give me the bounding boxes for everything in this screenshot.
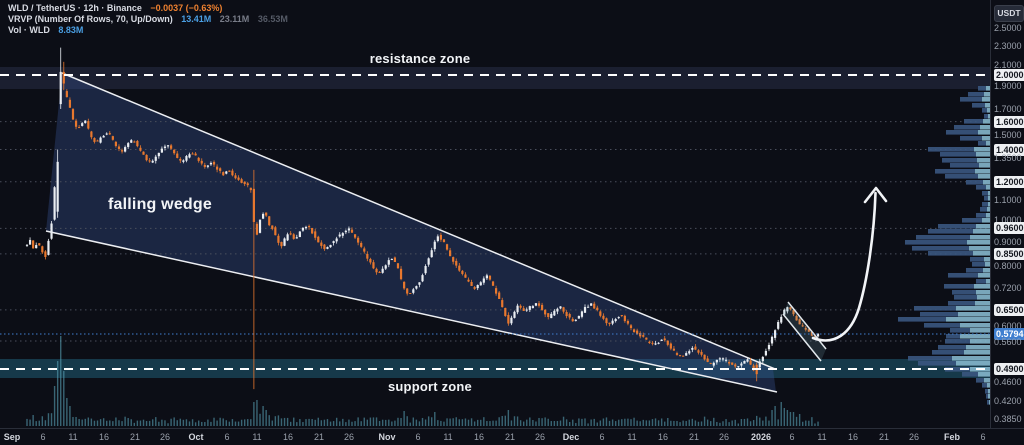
symbol-title[interactable]: WLD / TetherUS · 12h · Binance bbox=[8, 3, 142, 13]
time-axis-label: 11 bbox=[627, 432, 637, 442]
arrow-drawing[interactable] bbox=[811, 186, 888, 342]
price-axis-label: 0.8000 bbox=[994, 261, 1022, 271]
time-axis-label: 26 bbox=[534, 432, 546, 442]
price-axis-label: 1.2000 bbox=[994, 176, 1024, 188]
time-axis-label: 6 bbox=[40, 432, 46, 442]
time-axis-label: 16 bbox=[847, 432, 859, 442]
price-axis-label: 0.3850 bbox=[994, 414, 1022, 424]
time-axis-label: 26 bbox=[159, 432, 171, 442]
price-axis-label: 1.7000 bbox=[994, 104, 1022, 114]
wedge-fill bbox=[46, 73, 776, 392]
price-axis-label: 1.0000 bbox=[994, 215, 1022, 225]
time-axis-label: 16 bbox=[657, 432, 669, 442]
zone-bands bbox=[0, 67, 990, 378]
time-axis-label: 11 bbox=[817, 432, 827, 442]
time-axis-label: 6 bbox=[224, 432, 230, 442]
time-axis-label: Feb bbox=[943, 432, 961, 442]
time-axis-label: 26 bbox=[908, 432, 920, 442]
vrvp-value-3: 36.53M bbox=[257, 14, 288, 24]
vrvp-row[interactable]: VRVP (Number Of Rows, 70, Up/Down) 13.41… bbox=[8, 14, 288, 24]
currency-unit-button[interactable]: USDT bbox=[994, 5, 1024, 22]
volume-label[interactable]: Vol · WLD bbox=[8, 25, 50, 35]
price-axis-label: 2.3000 bbox=[994, 41, 1022, 51]
support-zone-label[interactable]: support zone bbox=[387, 379, 472, 394]
price-axis-label: 1.6000 bbox=[994, 116, 1024, 128]
time-axis-label: Sep bbox=[3, 432, 21, 442]
time-axis-label: 16 bbox=[473, 432, 485, 442]
time-axis-label: 6 bbox=[415, 432, 421, 442]
volume-value: 8.83M bbox=[58, 25, 84, 35]
price-axis-label: 2.5000 bbox=[994, 23, 1022, 33]
vrvp-value-1: 13.41M bbox=[181, 14, 212, 24]
price-axis-label: 0.9000 bbox=[994, 237, 1022, 247]
time-axis-label: 21 bbox=[504, 432, 516, 442]
price-axis[interactable]: 2.5000 2.3000 2.1000 2.0000 1.9000 1.7000 1.60… bbox=[990, 0, 1024, 428]
price-axis-label: 1.9000 bbox=[994, 81, 1022, 91]
price-axis-label: 2.0000 bbox=[994, 69, 1024, 81]
vrvp-label[interactable]: VRVP (Number Of Rows, 70, Up/Down) bbox=[8, 14, 173, 24]
time-axis-label: 21 bbox=[878, 432, 890, 442]
price-change: −0.0037 (−0.63%) bbox=[150, 3, 223, 13]
falling-wedge-label[interactable]: falling wedge bbox=[108, 196, 212, 213]
current-price-label: 0.5794 bbox=[994, 328, 1024, 340]
time-axis-label: 26 bbox=[343, 432, 355, 442]
price-axis-label: 0.7200 bbox=[994, 283, 1022, 293]
time-axis-label: 11 bbox=[68, 432, 78, 442]
price-axis-label: 0.6500 bbox=[994, 304, 1024, 316]
price-axis-label: 0.4200 bbox=[994, 396, 1022, 406]
price-axis-label: 1.4000 bbox=[994, 144, 1024, 156]
price-axis-label: 1.1000 bbox=[994, 195, 1022, 205]
time-axis-label: 16 bbox=[98, 432, 110, 442]
price-axis-label: 2.1000 bbox=[994, 60, 1022, 70]
price-axis-label: 0.8500 bbox=[994, 248, 1024, 260]
time-axis-label: 6 bbox=[789, 432, 795, 442]
chart-canvas[interactable] bbox=[0, 0, 990, 428]
price-axis-label: 0.5600 bbox=[994, 337, 1022, 347]
zone-lines[interactable] bbox=[0, 74, 990, 370]
time-axis-label: Oct bbox=[188, 432, 204, 442]
time-axis[interactable]: Sep 6 11 16 21 26 Oct 6 11 16 21 26 Nov 6 11 16 21 26 Dec 6… bbox=[0, 428, 1024, 445]
resistance-zone-label[interactable]: resistance zone bbox=[369, 51, 471, 66]
time-axis-label: Nov bbox=[378, 432, 396, 442]
time-axis-label: 21 bbox=[688, 432, 700, 442]
time-axis-label: 6 bbox=[980, 432, 986, 442]
time-axis-label: 16 bbox=[282, 432, 294, 442]
time-axis-label: 21 bbox=[129, 432, 141, 442]
time-axis-label: 2026 bbox=[750, 432, 772, 442]
price-axis-label: 1.3500 bbox=[994, 153, 1022, 163]
volume-profile bbox=[898, 86, 990, 405]
vrvp-value-2: 23.11M bbox=[219, 14, 250, 24]
flag-drawing[interactable] bbox=[782, 301, 827, 362]
time-axis-label: 6 bbox=[599, 432, 605, 442]
price-axis-label: 0.4600 bbox=[994, 377, 1022, 387]
time-axis-label: 11 bbox=[252, 432, 262, 442]
volume-row[interactable]: Vol · WLD 8.83M bbox=[8, 25, 288, 35]
wedge-drawing[interactable] bbox=[45, 72, 778, 393]
price-axis-label: 0.9600 bbox=[994, 222, 1024, 234]
legend: WLD / TetherUS · 12h · Binance −0.0037 (… bbox=[8, 3, 288, 36]
time-axis-label: 26 bbox=[718, 432, 730, 442]
time-axis-label: 21 bbox=[313, 432, 325, 442]
price-axis-label: 1.5000 bbox=[994, 130, 1022, 140]
price-axis-label: 0.6000 bbox=[994, 321, 1022, 331]
symbol-row[interactable]: WLD / TetherUS · 12h · Binance −0.0037 (… bbox=[8, 3, 288, 13]
time-axis-label: Dec bbox=[562, 432, 580, 442]
volume-bars bbox=[26, 336, 819, 426]
candlesticks bbox=[25, 47, 820, 390]
price-axis-label: 0.4900 bbox=[994, 363, 1024, 375]
time-axis-label: 11 bbox=[443, 432, 453, 442]
